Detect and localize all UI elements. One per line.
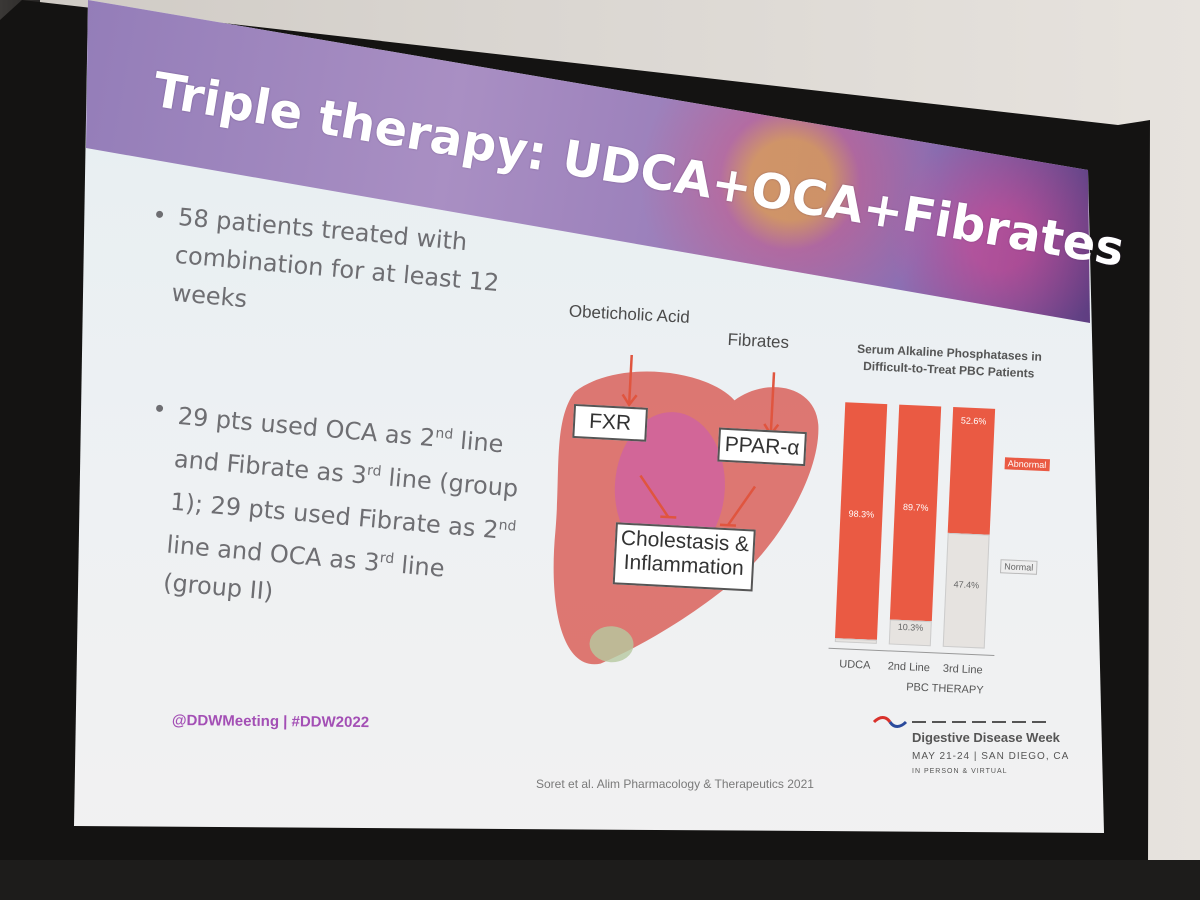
chart-baseline bbox=[828, 647, 995, 657]
bar-3rd-line: 52.6% 47.4% bbox=[942, 407, 996, 649]
bar-segment-normal bbox=[942, 533, 990, 649]
x-tick-label: 2nd Line bbox=[887, 660, 931, 675]
ddw-name: Digestive Disease Week bbox=[912, 730, 1060, 745]
x-tick-label: 3rd Line bbox=[942, 662, 983, 677]
bar-segment-abnormal bbox=[834, 402, 888, 640]
ddw-wave-icon bbox=[872, 716, 1050, 728]
x-tick-label: UDCA bbox=[838, 658, 871, 672]
label-fibrates: Fibrates bbox=[727, 329, 790, 353]
data-label-abnormal: 52.6% bbox=[960, 415, 987, 427]
bar-2nd-line: 89.7% 10.3% bbox=[888, 404, 942, 647]
citation: Soret et al. Alim Pharmacology & Therape… bbox=[536, 777, 814, 791]
data-label-normal: 10.3% bbox=[897, 622, 924, 634]
legend-abnormal: Abnormal bbox=[1004, 457, 1050, 472]
box-fxr: FXR bbox=[572, 403, 648, 442]
bar-segment-normal bbox=[834, 637, 877, 644]
liver-illustration bbox=[553, 354, 819, 665]
bar-udca: 98.3% bbox=[834, 402, 888, 644]
bullet-text-2: 29 pts used OCA as 2nd line and Fibrate … bbox=[162, 401, 520, 606]
data-label-abnormal: 98.3% bbox=[848, 508, 875, 520]
mechanism-diagram: Obeticholic Acid Fibrates FXR PPAR-α Cho… bbox=[519, 290, 859, 706]
bullet-item-2: • 29 pts used OCA as 2nd line and Fibrat… bbox=[151, 392, 539, 633]
box-cholestasis-inflammation: Cholestasis & Inflammation bbox=[612, 522, 756, 592]
social-tag: @DDWMeeting | #DDW2022 bbox=[171, 712, 370, 732]
room-floor bbox=[0, 860, 1200, 900]
box-ppar-alpha: PPAR-α bbox=[717, 427, 807, 467]
ddw-dates: MAY 21-24 | SAN DIEGO, CA bbox=[912, 751, 1070, 762]
data-label-normal: 47.4% bbox=[953, 578, 980, 591]
data-label-abnormal: 89.7% bbox=[902, 501, 929, 513]
label-obeticholic-acid: Obeticholic Acid bbox=[568, 301, 691, 327]
legend-normal: Normal bbox=[999, 559, 1038, 575]
ddw-mode: IN PERSON & VIRTUAL bbox=[912, 768, 1008, 775]
alp-bar-chart: Serum Alkaline Phosphatases in Difficult… bbox=[825, 340, 1070, 700]
